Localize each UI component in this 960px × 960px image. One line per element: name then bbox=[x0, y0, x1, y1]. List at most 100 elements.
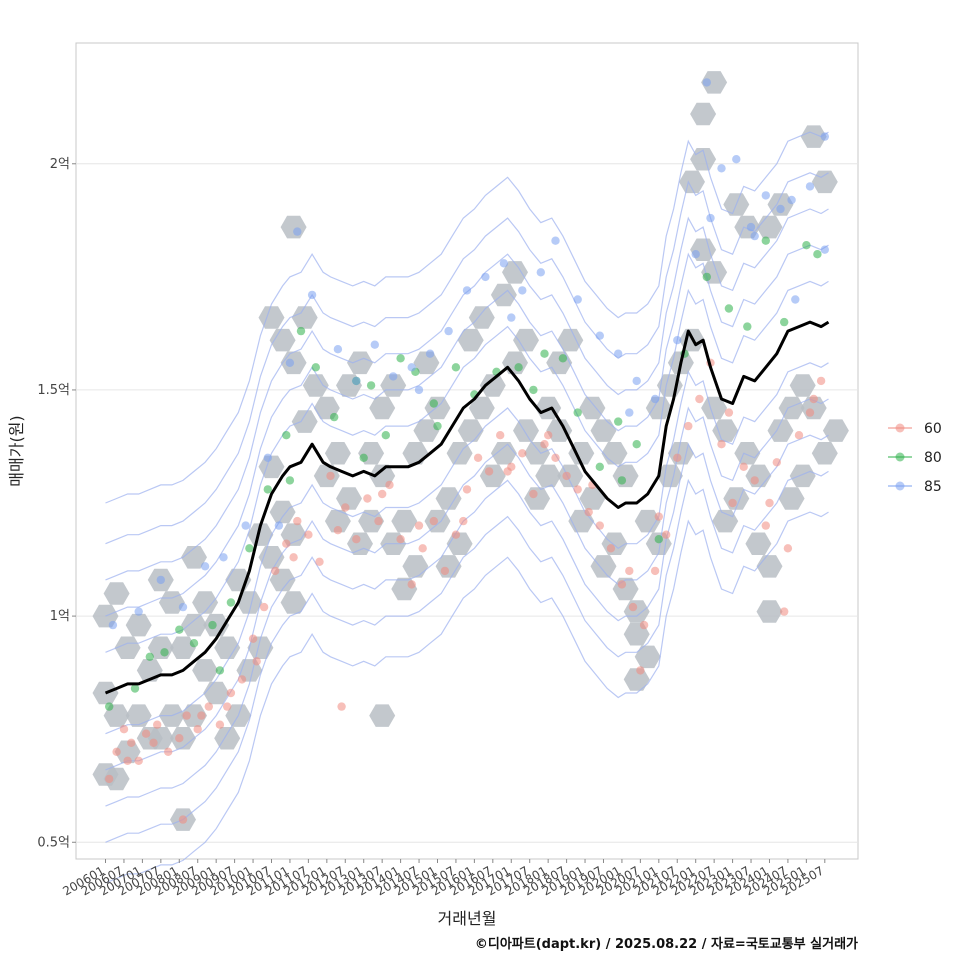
point-85 bbox=[518, 286, 527, 295]
point-85 bbox=[178, 602, 188, 612]
density-contour bbox=[105, 470, 829, 843]
density-hex bbox=[490, 283, 517, 307]
point-60 bbox=[606, 544, 616, 553]
point-80 bbox=[145, 652, 154, 661]
point-60 bbox=[112, 747, 121, 756]
density-hex bbox=[413, 351, 440, 375]
point-85 bbox=[702, 78, 711, 87]
point-60 bbox=[105, 774, 114, 784]
point-60 bbox=[617, 580, 627, 589]
point-85 bbox=[507, 313, 516, 322]
x-axis: 2006012006072007012007072008012008072009… bbox=[60, 859, 826, 899]
point-60 bbox=[407, 580, 416, 589]
density-hex bbox=[778, 487, 805, 510]
density-hex bbox=[369, 396, 396, 420]
x-axis-title: 거래년월 bbox=[438, 909, 497, 928]
point-60 bbox=[374, 516, 383, 526]
point-60 bbox=[363, 494, 372, 503]
point-60 bbox=[761, 521, 770, 530]
density-hex bbox=[269, 328, 296, 352]
point-80 bbox=[285, 476, 295, 485]
point-85 bbox=[444, 326, 453, 336]
point-80 bbox=[654, 535, 663, 544]
legend-key-point bbox=[895, 481, 905, 491]
density-hex bbox=[634, 645, 661, 669]
density-hex bbox=[181, 704, 207, 727]
density-hex bbox=[391, 509, 418, 533]
point-80 bbox=[813, 250, 822, 259]
point-80 bbox=[311, 363, 320, 372]
density-hex bbox=[590, 419, 617, 442]
point-60 bbox=[462, 485, 472, 494]
point-80 bbox=[451, 363, 461, 372]
density-hex bbox=[712, 419, 739, 442]
density-hex bbox=[479, 374, 506, 397]
point-80 bbox=[396, 354, 405, 363]
point-60 bbox=[341, 503, 350, 512]
point-85 bbox=[551, 236, 560, 245]
density-hex bbox=[103, 767, 130, 791]
point-60 bbox=[271, 566, 280, 576]
density-hex bbox=[324, 442, 351, 465]
density-hex bbox=[336, 487, 362, 510]
point-60 bbox=[717, 440, 726, 449]
point-60 bbox=[794, 431, 804, 440]
point-60 bbox=[695, 394, 704, 404]
point-60 bbox=[518, 449, 527, 458]
density-contour bbox=[105, 511, 829, 884]
density-hex bbox=[125, 704, 152, 727]
density-hex bbox=[789, 464, 816, 488]
density-hex bbox=[579, 487, 606, 510]
point-60 bbox=[337, 702, 346, 711]
density-hex bbox=[291, 410, 318, 433]
point-60 bbox=[816, 376, 826, 386]
density-contour bbox=[105, 434, 829, 807]
point-80 bbox=[130, 684, 140, 693]
density-hex bbox=[192, 591, 219, 614]
point-60 bbox=[378, 489, 387, 499]
density-hex bbox=[811, 442, 838, 465]
point-60 bbox=[544, 431, 553, 440]
point-85 bbox=[595, 331, 604, 340]
point-60 bbox=[223, 702, 232, 711]
point-80 bbox=[558, 354, 568, 363]
density-hex bbox=[701, 71, 728, 94]
point-85 bbox=[307, 290, 317, 300]
point-80 bbox=[514, 363, 523, 372]
density-hex bbox=[347, 351, 373, 375]
density-hex bbox=[380, 374, 407, 397]
point-85 bbox=[389, 372, 398, 381]
point-60 bbox=[780, 607, 789, 616]
point-60 bbox=[628, 602, 638, 612]
point-85 bbox=[352, 376, 361, 386]
point-80 bbox=[429, 399, 438, 408]
point-85 bbox=[108, 620, 118, 630]
point-85 bbox=[285, 358, 295, 367]
point-60 bbox=[178, 815, 188, 824]
point-60 bbox=[625, 566, 634, 576]
density-hex bbox=[468, 306, 495, 329]
point-80 bbox=[296, 326, 306, 336]
point-85 bbox=[414, 385, 424, 395]
point-80 bbox=[433, 421, 442, 431]
point-85 bbox=[573, 295, 582, 304]
point-60 bbox=[282, 539, 291, 548]
caption: ©디아파트(dapt.kr) / 2025.08.22 / 자료=국토교통부 실… bbox=[474, 937, 858, 952]
density-hex bbox=[701, 396, 728, 420]
point-80 bbox=[160, 648, 169, 657]
density-hex bbox=[557, 328, 584, 352]
point-60 bbox=[429, 516, 438, 526]
point-80 bbox=[208, 620, 217, 630]
point-85 bbox=[791, 295, 800, 304]
point-60 bbox=[141, 729, 151, 738]
density-hex bbox=[767, 193, 794, 216]
point-80 bbox=[105, 702, 114, 711]
point-60 bbox=[237, 675, 247, 684]
point-80 bbox=[215, 666, 225, 675]
point-60 bbox=[193, 725, 202, 734]
point-60 bbox=[639, 620, 649, 630]
density-hex bbox=[192, 659, 219, 682]
density-hex bbox=[247, 523, 274, 546]
density-hex bbox=[767, 419, 794, 442]
density-contour bbox=[105, 280, 829, 653]
